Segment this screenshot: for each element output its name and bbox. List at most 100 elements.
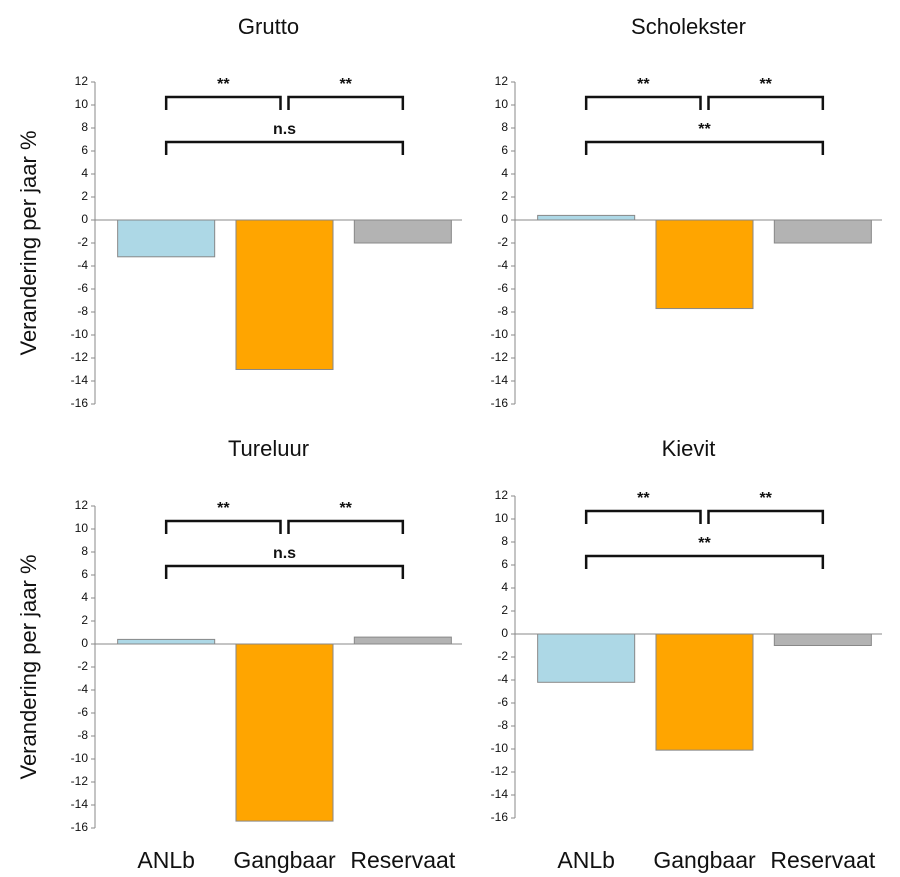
- y-tick-label: 8: [501, 120, 508, 134]
- y-tick-label: -6: [77, 281, 88, 295]
- y-axis-label: Verandering per jaar %: [16, 554, 41, 779]
- significance-label: **: [339, 500, 352, 517]
- y-tick-label: 2: [81, 613, 88, 627]
- y-tick-label: -14: [71, 797, 89, 811]
- y-tick-label: 4: [81, 590, 88, 604]
- significance-bracket: [164, 519, 282, 534]
- y-tick-label: -2: [77, 235, 88, 249]
- x-tick-label: ANLb: [137, 847, 195, 873]
- y-axis-label: Verandering per jaar %: [16, 130, 41, 355]
- y-tick-label: -12: [71, 350, 89, 364]
- y-tick-label: 8: [81, 120, 88, 134]
- bar: [655, 633, 754, 751]
- significance-label: n.s: [273, 545, 296, 562]
- y-tick-label: -10: [71, 751, 89, 765]
- bar: [537, 214, 636, 221]
- significance-bracket: [287, 95, 405, 110]
- y-tick-label: 0: [501, 626, 508, 640]
- y-tick-label: -12: [491, 350, 509, 364]
- y-tick-label: -14: [491, 373, 509, 387]
- y-tick-label: -6: [77, 705, 88, 719]
- y-tick-label: -4: [497, 258, 508, 272]
- y-tick-label: 6: [501, 557, 508, 571]
- x-tick-label: Gangbaar: [653, 847, 756, 873]
- y-tick-label: -4: [77, 682, 88, 696]
- significance-label: **: [217, 500, 230, 517]
- y-tick-label: -16: [71, 396, 89, 410]
- significance-bracket: [584, 95, 702, 110]
- significance-bracket: [164, 140, 405, 155]
- significance-bracket: [707, 95, 825, 110]
- y-tick-label: 6: [501, 143, 508, 157]
- y-tick-label: 2: [81, 189, 88, 203]
- y-tick-label: -6: [497, 281, 508, 295]
- y-tick-label: 12: [495, 74, 509, 88]
- y-tick-label: -6: [497, 695, 508, 709]
- y-tick-label: 2: [501, 189, 508, 203]
- y-tick-label: 0: [81, 636, 88, 650]
- y-tick-label: 12: [75, 74, 89, 88]
- panel-title: Kievit: [662, 436, 716, 461]
- panel-title: Grutto: [238, 14, 299, 39]
- y-tick-label: -2: [497, 649, 508, 663]
- bar: [235, 643, 334, 822]
- y-tick-label: -8: [77, 304, 88, 318]
- y-tick-label: -8: [77, 728, 88, 742]
- significance-bracket: [164, 564, 405, 579]
- y-tick-label: 0: [81, 212, 88, 226]
- significance-bracket: [584, 554, 825, 569]
- x-tick-label: Reservaat: [350, 847, 455, 873]
- y-tick-label: -4: [497, 672, 508, 686]
- significance-bracket: [707, 509, 825, 524]
- y-tick-label: -16: [491, 810, 509, 824]
- panel-title: Tureluur: [228, 436, 309, 461]
- significance-label: **: [698, 121, 711, 138]
- y-tick-label: 4: [81, 166, 88, 180]
- significance-label: **: [759, 490, 772, 507]
- y-tick-label: -10: [491, 327, 509, 341]
- bar: [353, 636, 452, 645]
- significance-bracket: [287, 519, 405, 534]
- y-tick-label: 6: [81, 143, 88, 157]
- y-tick-label: -12: [491, 764, 509, 778]
- y-tick-label: 10: [495, 511, 509, 525]
- y-tick-label: 10: [495, 97, 509, 111]
- y-tick-label: -10: [71, 327, 89, 341]
- y-tick-label: -2: [77, 659, 88, 673]
- bar: [235, 219, 334, 370]
- y-tick-label: -10: [491, 741, 509, 755]
- y-tick-label: -14: [491, 787, 509, 801]
- bar: [353, 219, 452, 244]
- y-tick-label: -8: [497, 304, 508, 318]
- significance-bracket: [584, 140, 825, 155]
- significance-label: n.s: [273, 121, 296, 138]
- significance-bracket: [584, 509, 702, 524]
- significance-label: **: [698, 535, 711, 552]
- bar: [117, 638, 216, 645]
- y-tick-label: 12: [495, 488, 509, 502]
- y-tick-label: 4: [501, 166, 508, 180]
- bar: [537, 633, 636, 683]
- y-tick-label: 4: [501, 580, 508, 594]
- panel-title: Scholekster: [631, 14, 746, 39]
- x-tick-label: Reservaat: [770, 847, 875, 873]
- y-tick-label: 10: [75, 521, 89, 535]
- bar: [655, 219, 754, 310]
- y-tick-label: 8: [501, 534, 508, 548]
- significance-label: **: [637, 76, 650, 93]
- y-tick-label: 10: [75, 97, 89, 111]
- significance-label: **: [217, 76, 230, 93]
- x-tick-label: ANLb: [557, 847, 615, 873]
- bar: [773, 633, 872, 646]
- bar: [773, 219, 872, 244]
- y-tick-label: 6: [81, 567, 88, 581]
- y-tick-label: -16: [491, 396, 509, 410]
- significance-bracket: [164, 95, 282, 110]
- significance-label: **: [759, 76, 772, 93]
- significance-label: **: [637, 490, 650, 507]
- y-tick-label: -4: [77, 258, 88, 272]
- y-tick-label: -12: [71, 774, 89, 788]
- y-tick-label: 2: [501, 603, 508, 617]
